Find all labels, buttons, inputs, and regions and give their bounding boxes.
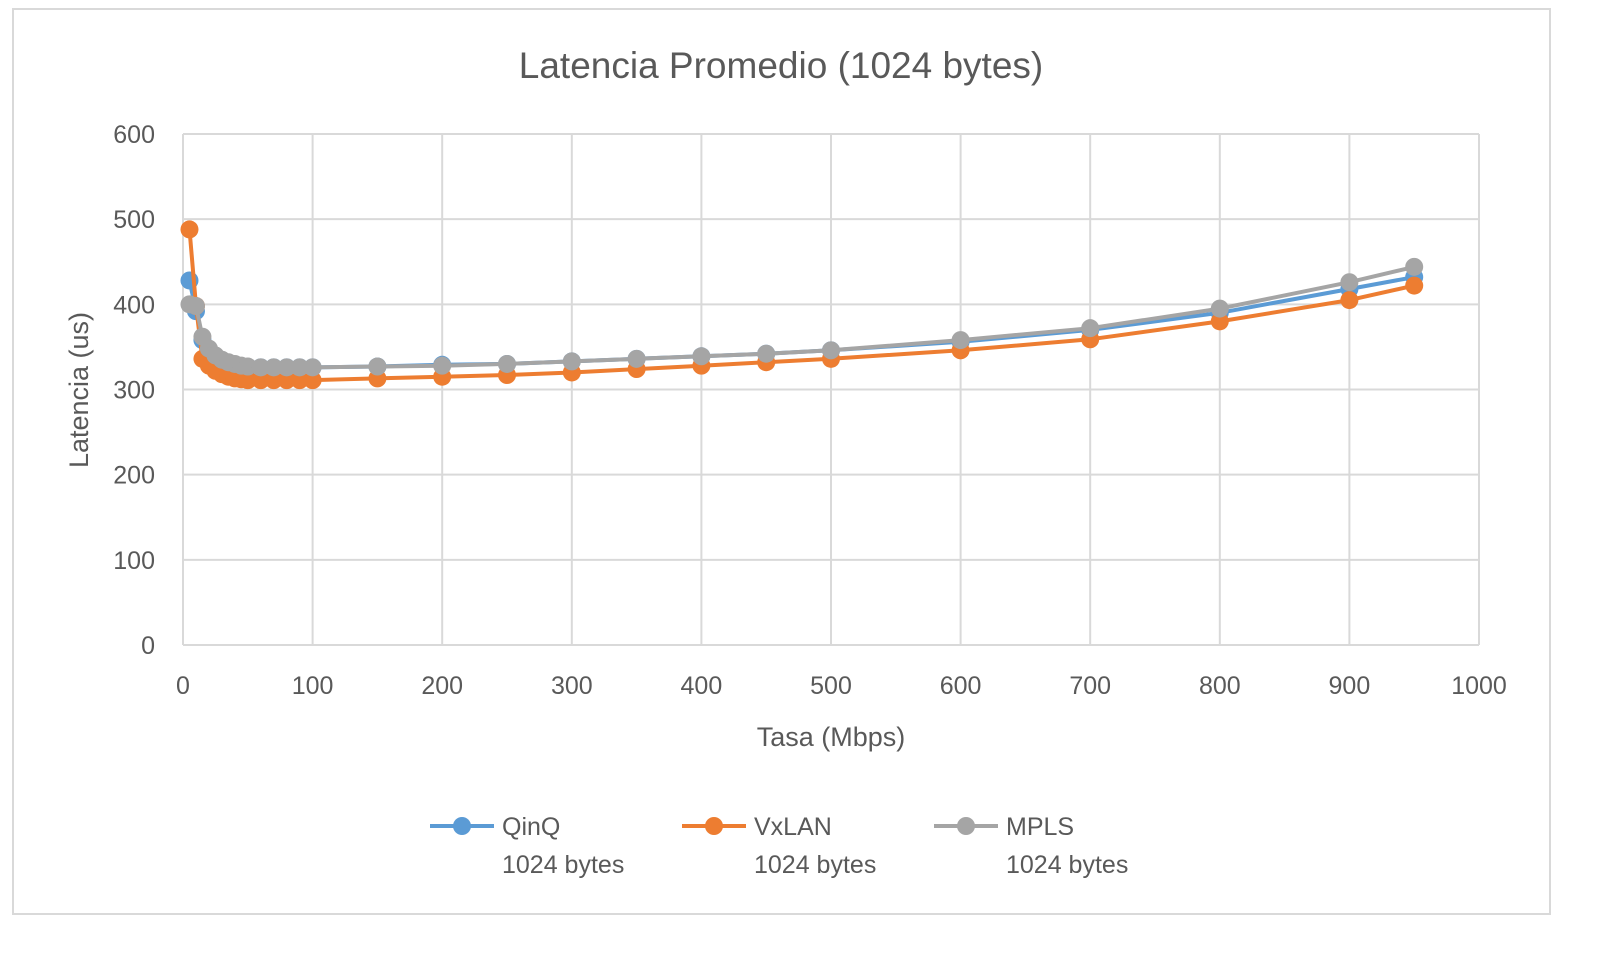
y-tick-label: 300 [113,377,155,405]
x-tick-label: 300 [551,672,593,700]
data-point [251,358,270,377]
data-point [180,220,199,239]
x-tick-label: 100 [292,672,334,700]
data-point [692,347,711,366]
x-tick-label: 400 [681,672,723,700]
data-point [1210,299,1229,318]
legend-marker [705,817,723,835]
series-2 [180,257,1424,377]
legend-marker [957,817,975,835]
y-axis-label: Latencia (us) [64,312,94,468]
legend-label: MPLS 1024 bytes [1006,813,1128,879]
x-tick-label: 700 [1069,672,1111,700]
data-point [1340,273,1359,292]
y-tick-label: 200 [113,462,155,490]
data-point [757,344,776,363]
y-tick-label: 500 [113,206,155,234]
x-tick-label: 900 [1329,672,1371,700]
data-point [277,358,296,377]
data-point [303,358,322,377]
x-tick-label: 1000 [1451,672,1507,700]
data-point [264,358,283,377]
chart-border [12,8,1551,915]
y-tick-labels: 0 100 200 300 400 500 600 [113,121,155,660]
data-point [1081,319,1100,338]
data-point [238,357,257,376]
data-point [186,297,205,316]
x-tick-label: 0 [176,672,190,700]
legend-marker [453,817,471,835]
y-tick-label: 0 [141,632,155,660]
legend-item: VxLAN 1024 bytes [682,813,876,879]
x-tick-label: 200 [421,672,463,700]
legend: QinQ 1024 bytes VxLAN 1024 bytes MPLS 1024 by… [430,813,1128,879]
legend-item: MPLS 1024 bytes [934,813,1128,879]
y-tick-label: 400 [113,291,155,319]
y-tick-label: 100 [113,547,155,575]
data-point [277,371,296,390]
chart-title: Latencia Promedio (1024 bytes) [519,45,1043,86]
series-layer [180,220,1424,390]
x-axis-label: Tasa (Mbps) [757,722,906,752]
grid-lines [182,133,1480,646]
legend-label: QinQ 1024 bytes [502,813,624,879]
x-tick-labels: 0 100 200 300 400 500 600 700 800 900 1000 [176,672,1507,700]
data-point [264,371,283,390]
data-point [238,371,257,390]
data-point [368,357,387,376]
data-point [290,358,309,377]
data-point [303,371,322,390]
y-tick-label: 600 [113,121,155,149]
data-point [627,349,646,368]
data-point [251,371,270,390]
data-point [498,354,516,373]
data-point [433,356,452,375]
data-point [822,341,840,360]
data-point [951,331,970,350]
data-point [1405,257,1424,276]
data-point [290,371,309,390]
data-point [1405,276,1424,295]
legend-label: VxLAN 1024 bytes [754,813,876,879]
x-tick-label: 500 [810,672,852,700]
legend-item: QinQ 1024 bytes [430,813,624,879]
data-point [1340,291,1359,310]
x-tick-label: 800 [1199,672,1241,700]
x-tick-label: 600 [940,672,982,700]
data-point [1210,312,1229,331]
data-point [562,352,581,371]
